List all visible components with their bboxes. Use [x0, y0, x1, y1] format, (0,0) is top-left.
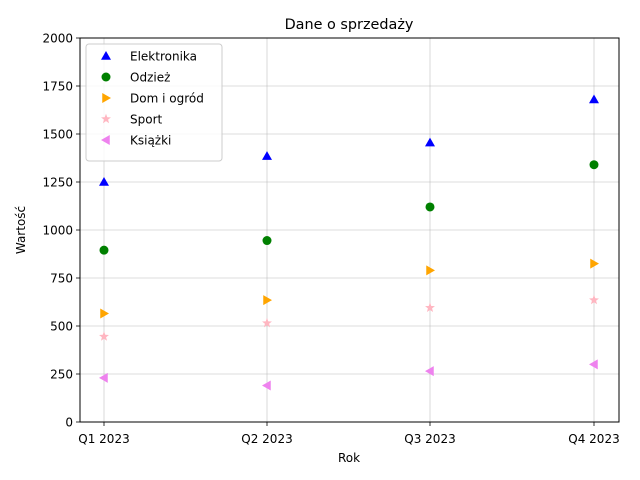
legend-frame — [85, 43, 223, 162]
legend-label: Odzież — [130, 71, 170, 85]
y-tick-label: 250 — [50, 368, 73, 382]
x-tick-label: Q3 2023 — [404, 432, 455, 446]
legend-marker — [101, 113, 111, 124]
legend-entry: Odzież — [101, 71, 170, 85]
data-point — [262, 151, 272, 160]
x-axis-label: Rok — [338, 451, 360, 465]
x-tick-label: Q4 2023 — [568, 432, 619, 446]
data-point — [590, 258, 599, 269]
data-points — [99, 94, 599, 391]
legend-marker — [101, 51, 111, 60]
data-point — [100, 308, 109, 319]
legend-marker — [101, 135, 110, 145]
x-axis-ticks: Q1 2023 Q2 2023 Q3 2023 Q4 2023 — [78, 422, 620, 446]
legend-entry: Książki — [101, 134, 171, 148]
data-point — [263, 295, 272, 306]
data-point — [589, 160, 599, 170]
legend-entry: Dom i ogród — [102, 92, 204, 106]
y-tick-label: 1750 — [42, 80, 73, 94]
data-point — [425, 366, 434, 377]
legend-marker — [101, 72, 111, 82]
data-point — [99, 245, 109, 255]
data-point — [589, 359, 598, 370]
legend: Elektronika Odzież Dom i ogród Sport Książki — [85, 43, 223, 162]
legend-label: Sport — [130, 113, 163, 127]
y-tick-label: 0 — [65, 416, 73, 430]
data-point — [426, 265, 435, 276]
y-tick-label: 750 — [50, 272, 73, 286]
data-point — [262, 380, 271, 391]
data-point — [99, 372, 108, 383]
data-point — [262, 317, 272, 328]
data-point — [425, 202, 435, 212]
chart-title: Dane o sprzedaży — [285, 17, 414, 33]
data-point — [425, 137, 435, 147]
grid-lines — [80, 37, 619, 423]
x-tick-label: Q1 2023 — [78, 432, 129, 446]
x-tick-label: Q2 2023 — [241, 432, 292, 446]
y-tick-label: 1250 — [42, 176, 73, 190]
data-point — [262, 236, 272, 246]
data-point — [99, 177, 109, 186]
y-axis-label: Wartość — [14, 206, 28, 254]
y-axis-ticks: 0 250 500 750 1000 1250 1500 1750 2000 — [42, 32, 80, 430]
y-tick-label: 500 — [50, 320, 73, 334]
y-tick-label: 2000 — [42, 32, 73, 46]
legend-entry: Sport — [101, 113, 163, 127]
data-point — [589, 94, 599, 104]
y-tick-label: 1000 — [42, 224, 73, 238]
legend-label: Książki — [130, 134, 171, 148]
legend-label: Dom i ogród — [130, 92, 204, 106]
data-point — [425, 302, 435, 312]
y-tick-label: 1500 — [42, 128, 73, 142]
legend-entry: Elektronika — [101, 50, 197, 64]
legend-marker — [102, 93, 111, 103]
data-point — [589, 294, 599, 305]
data-point — [99, 331, 109, 341]
legend-label: Elektronika — [130, 50, 197, 64]
